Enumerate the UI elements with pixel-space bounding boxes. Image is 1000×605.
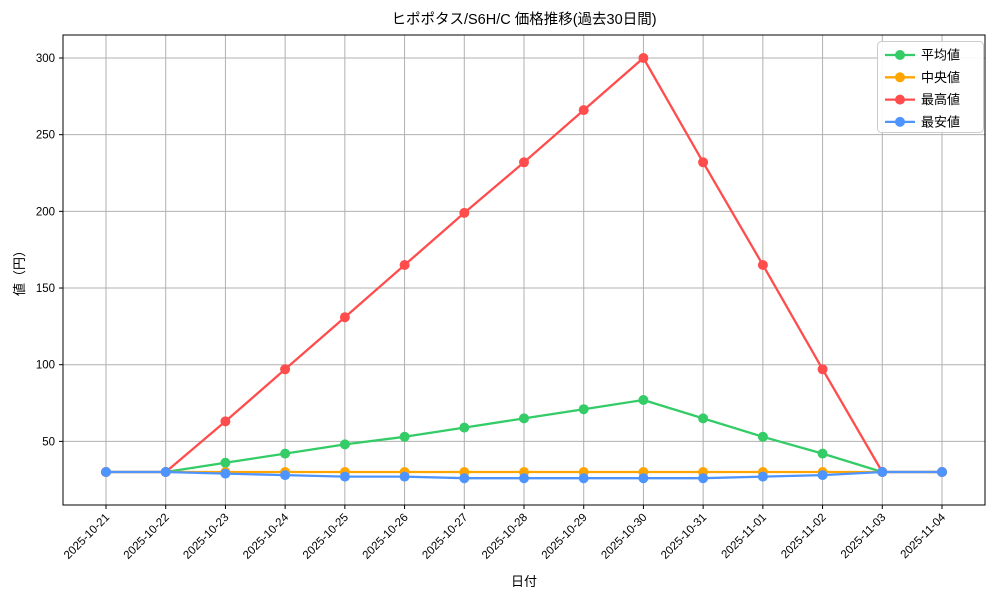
data-point-max	[280, 364, 291, 375]
x-tick-label: 2025-10-27	[420, 512, 470, 562]
x-axis-label: 日付	[511, 574, 537, 589]
data-point-max	[698, 157, 709, 168]
legend-item-max: 最高値	[885, 92, 960, 107]
data-point-min	[399, 471, 410, 482]
data-point-min	[698, 473, 709, 484]
data-point-average	[817, 448, 828, 459]
x-tick-label: 2025-10-26	[361, 512, 411, 562]
data-point-min	[280, 470, 291, 481]
data-point-min	[638, 473, 649, 484]
data-point-min	[160, 467, 171, 477]
legend-marker-max	[895, 94, 905, 105]
x-tick-label: 2025-10-28	[480, 512, 530, 562]
y-tick-label: 150	[36, 283, 55, 295]
data-point-average	[280, 448, 291, 459]
data-point-min	[877, 467, 888, 477]
data-point-average	[339, 439, 350, 450]
y-tick-label: 200	[36, 206, 55, 218]
data-point-average	[578, 404, 589, 415]
x-tick-label: 2025-10-21	[62, 512, 112, 562]
data-point-min	[757, 471, 768, 482]
x-tick-label: 2025-10-30	[599, 512, 649, 562]
data-point-max	[757, 260, 768, 270]
chart-title: ヒポポタス/S6H/C 価格推移(過去30日間)	[391, 11, 656, 28]
x-tick-label: 2025-11-03	[839, 512, 888, 561]
x-tick-label: 2025-10-23	[181, 512, 231, 562]
x-tick-label: 2025-11-04	[899, 511, 949, 561]
y-axis-label: 値（円）	[12, 244, 27, 296]
data-point-average	[519, 413, 529, 424]
legend-item-min: 最安値	[885, 114, 960, 129]
data-point-max	[817, 364, 828, 375]
x-tick-label: 2025-10-22	[122, 512, 172, 562]
x-tick-label: 2025-10-25	[301, 512, 351, 562]
data-point-average	[698, 413, 709, 424]
data-point-min	[578, 473, 589, 484]
x-tick-label: 2025-10-29	[540, 512, 590, 562]
x-tick-label: 2025-10-31	[659, 512, 709, 562]
data-point-min	[459, 473, 470, 484]
data-point-max	[220, 416, 231, 427]
legend-box	[877, 41, 984, 133]
data-point-min	[937, 467, 947, 477]
legend-label-max: 最高値	[921, 92, 960, 107]
legend-item-average: 平均値	[885, 48, 960, 63]
legend-item-median: 中央値	[885, 70, 960, 85]
ticks	[59, 57, 943, 509]
legend-label-min: 最安値	[921, 114, 960, 129]
legend-marker-min	[895, 116, 905, 127]
data-point-average	[638, 395, 649, 405]
data-point-min	[101, 467, 111, 477]
y-tick-label: 100	[36, 360, 55, 372]
data-point-max	[519, 157, 529, 168]
data-point-max	[638, 53, 649, 63]
data-point-min	[817, 470, 828, 481]
data-point-average	[399, 431, 410, 442]
data-point-min	[220, 468, 231, 479]
data-point-average	[757, 431, 768, 442]
data-point-min	[339, 471, 350, 482]
data-point-max	[399, 260, 410, 270]
data-point-average	[220, 457, 231, 468]
data-point-max	[578, 105, 589, 116]
legend-marker-median	[895, 72, 905, 83]
x-tick-label: 2025-11-02	[779, 512, 828, 561]
x-tick-label: 2025-10-24	[241, 511, 292, 562]
x-tick-label: 2025-11-01	[720, 512, 769, 561]
legend-label-median: 中央値	[921, 70, 960, 85]
data-point-max	[339, 312, 350, 323]
data-point-min	[519, 473, 529, 484]
series-markers-min	[101, 467, 947, 484]
data-point-max	[459, 207, 470, 218]
y-tick-label: 50	[42, 436, 55, 448]
y-tick-label: 250	[36, 130, 55, 142]
legend-label-average: 平均値	[921, 48, 960, 63]
data-point-average	[459, 422, 470, 433]
y-tick-label: 300	[36, 53, 55, 65]
legend-marker-average	[895, 50, 905, 60]
